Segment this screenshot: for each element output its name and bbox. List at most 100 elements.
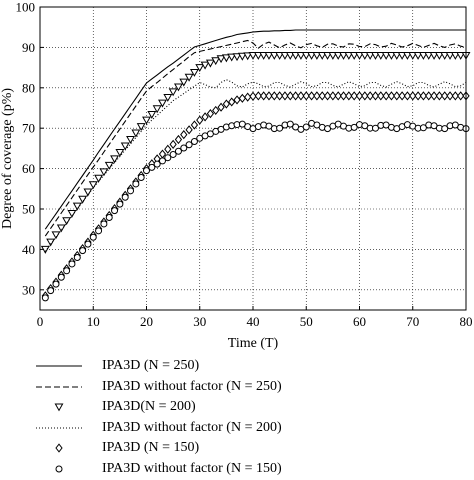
data-point — [302, 91, 310, 101]
data-point — [381, 51, 391, 60]
data-point — [228, 97, 236, 107]
data-point — [147, 110, 157, 119]
legend-label: IPA3D without factor (N = 200) — [102, 419, 282, 435]
y-tick-label: 70 — [22, 121, 35, 136]
data-point — [104, 161, 114, 170]
series-line — [44, 79, 467, 252]
data-point — [88, 181, 98, 190]
legend-label: IPA3D without factor (N = 150) — [102, 460, 282, 476]
data-point — [243, 52, 253, 61]
x-tick-label: 0 — [37, 314, 44, 329]
y-axis-label: Degree of coverage (p%) — [0, 88, 15, 229]
legend-label: IPA3D(N = 200) — [102, 399, 196, 414]
data-point — [131, 129, 141, 138]
data-point — [254, 91, 262, 101]
x-tick-label: 20 — [140, 314, 153, 329]
data-point — [163, 93, 173, 102]
data-point — [120, 142, 130, 151]
data-point — [116, 200, 124, 208]
legend-label: IPA3D (N = 250) — [102, 358, 200, 373]
data-point — [402, 51, 412, 60]
data-point — [265, 91, 273, 101]
data-point — [313, 91, 321, 101]
data-point — [376, 51, 386, 60]
data-point — [95, 227, 103, 235]
legend-symbol — [36, 426, 82, 429]
data-point — [339, 51, 348, 60]
data-point — [430, 91, 438, 101]
data-point — [253, 51, 263, 60]
data-point — [121, 193, 129, 201]
series-3 — [40, 51, 471, 254]
data-point — [280, 51, 290, 60]
data-point — [137, 173, 145, 181]
x-tick-label: 50 — [300, 314, 313, 329]
data-point — [318, 91, 326, 101]
y-tick-label: 50 — [22, 202, 35, 217]
data-point — [227, 53, 237, 62]
data-point — [190, 120, 199, 130]
data-point — [291, 91, 300, 101]
data-point — [301, 51, 311, 60]
data-point — [68, 260, 76, 268]
series-layer — [40, 29, 471, 302]
legend-symbol — [54, 403, 64, 412]
data-point — [344, 51, 354, 60]
data-point — [216, 55, 226, 64]
data-point — [201, 112, 209, 122]
data-point — [180, 130, 188, 140]
data-point — [185, 125, 193, 135]
legend-label: IPA3D without factor (N = 250) — [102, 378, 282, 394]
data-point — [158, 157, 166, 165]
data-point — [105, 213, 113, 221]
data-point — [393, 91, 401, 101]
data-point — [312, 51, 322, 60]
data-point — [212, 105, 220, 116]
data-point — [360, 51, 370, 60]
data-point — [333, 51, 343, 60]
data-point — [275, 91, 284, 101]
data-point — [445, 51, 455, 60]
data-point — [328, 51, 338, 60]
legend: IPA3D (N = 250) IPA3D without factor (N =… — [0, 355, 474, 476]
data-point — [285, 51, 295, 60]
series-line — [44, 39, 467, 237]
data-point — [211, 57, 221, 66]
data-point — [222, 99, 231, 109]
x-tick-label: 40 — [247, 314, 260, 329]
data-point — [57, 273, 65, 281]
data-point — [403, 91, 412, 101]
data-point — [142, 116, 151, 125]
data-point — [365, 51, 375, 60]
data-point — [307, 91, 316, 101]
data-point — [297, 91, 305, 101]
data-point — [47, 287, 55, 295]
data-point — [397, 51, 407, 60]
legend-symbol — [36, 385, 82, 388]
data-point — [164, 154, 172, 162]
data-point — [232, 53, 242, 62]
data-point — [127, 187, 135, 195]
data-point — [259, 51, 269, 60]
data-point — [377, 91, 385, 101]
legend-symbol — [55, 465, 63, 472]
data-point — [382, 91, 390, 101]
data-point — [164, 144, 172, 154]
legend-entry: IPA3D(N = 200) — [0, 398, 474, 418]
data-point — [41, 294, 49, 302]
x-tick-label: 30 — [193, 314, 206, 329]
data-point — [51, 231, 61, 240]
data-point — [323, 91, 332, 101]
legend-entry: IPA3D without factor (N = 250) — [0, 378, 474, 398]
legend-marker — [55, 465, 63, 472]
data-point — [441, 125, 449, 133]
data-point — [56, 224, 66, 233]
data-point — [233, 95, 241, 105]
series-line — [44, 29, 466, 230]
data-point — [425, 91, 433, 101]
series-1 — [44, 29, 466, 230]
data-point — [221, 54, 231, 63]
data-point — [450, 51, 460, 60]
data-point — [126, 136, 135, 144]
data-point — [158, 99, 167, 108]
